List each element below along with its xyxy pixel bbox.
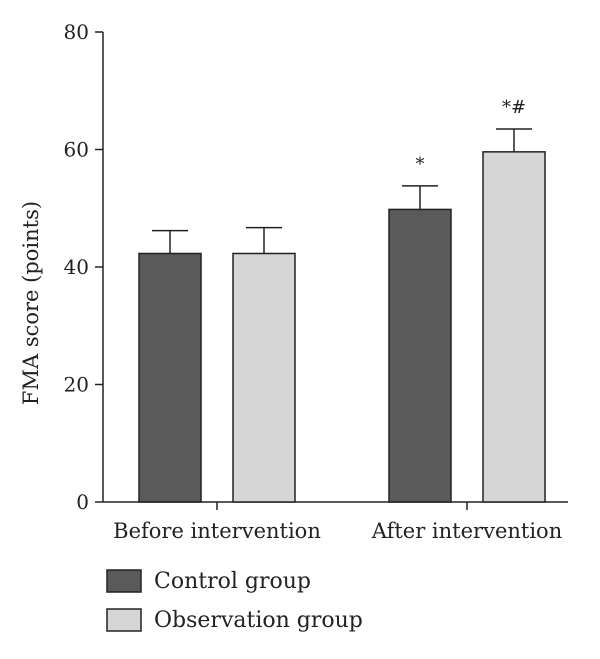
y-tick-label: 20	[64, 373, 89, 397]
bar	[232, 252, 296, 503]
legend-label: Control group	[154, 569, 311, 594]
legend-label: Observation group	[154, 608, 363, 633]
y-tick-label: 40	[64, 255, 89, 279]
significance-marker: *#	[502, 97, 526, 118]
legend-swatch	[106, 608, 142, 632]
y-tick-label: 0	[76, 490, 89, 514]
bar	[482, 151, 546, 503]
y-axis-title: FMA score (points)	[19, 201, 43, 405]
bar	[388, 208, 452, 503]
legend-swatch	[106, 569, 142, 593]
significance-marker: *	[416, 154, 425, 175]
y-tick-label: 80	[64, 20, 89, 44]
y-tick-label: 60	[64, 138, 89, 162]
bar	[138, 252, 202, 503]
x-category-label: Before intervention	[113, 519, 321, 543]
x-category-label: After intervention	[371, 519, 562, 543]
